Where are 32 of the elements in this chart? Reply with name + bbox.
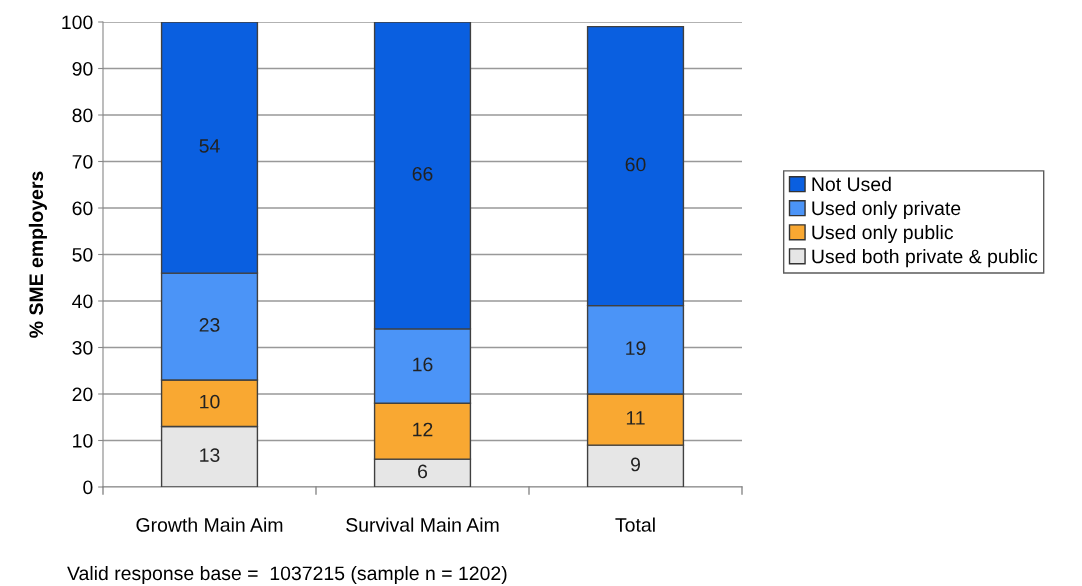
y-tick-label: 50 xyxy=(72,247,93,262)
y-tick-label: 60 xyxy=(72,201,93,216)
data-label: 60 xyxy=(625,157,646,172)
data-label: 6 xyxy=(418,464,428,479)
x-tick-label: Growth Main Aim xyxy=(136,517,283,532)
y-tick-label: 0 xyxy=(83,480,93,495)
y-tick-label: 80 xyxy=(72,108,93,123)
data-label: 54 xyxy=(199,139,220,153)
legend-label: Not Used xyxy=(812,176,891,192)
data-label: 12 xyxy=(413,422,433,437)
data-label: 19 xyxy=(626,341,646,356)
x-tick-label: Survival Main Aim xyxy=(346,517,499,532)
y-tick-label: 70 xyxy=(72,154,93,169)
y-tick-label: 100 xyxy=(62,15,93,30)
y-tick-label: 20 xyxy=(72,387,93,402)
y-tick-label: 30 xyxy=(72,340,93,355)
y-tick-label: 40 xyxy=(72,294,93,309)
data-label: 13 xyxy=(200,448,220,462)
data-label: 23 xyxy=(199,318,220,332)
data-label: 10 xyxy=(200,394,220,409)
data-label: 66 xyxy=(412,166,433,181)
legend-label: Used both private & public xyxy=(812,249,1038,268)
legend-label: Used only private xyxy=(812,200,961,220)
x-tick-label: Total xyxy=(615,517,655,532)
data-label: 9 xyxy=(631,457,640,472)
data-label: 16 xyxy=(413,357,433,372)
y-tick-label: 10 xyxy=(73,433,93,448)
legend-label: Used only public xyxy=(812,224,954,244)
data-label: 11 xyxy=(626,411,645,425)
y-tick-label: 90 xyxy=(72,61,93,76)
text: Valid response base = 1037215 (sample n = 1202) xyxy=(67,565,507,585)
y-axis-title: % SME employers xyxy=(28,171,47,338)
